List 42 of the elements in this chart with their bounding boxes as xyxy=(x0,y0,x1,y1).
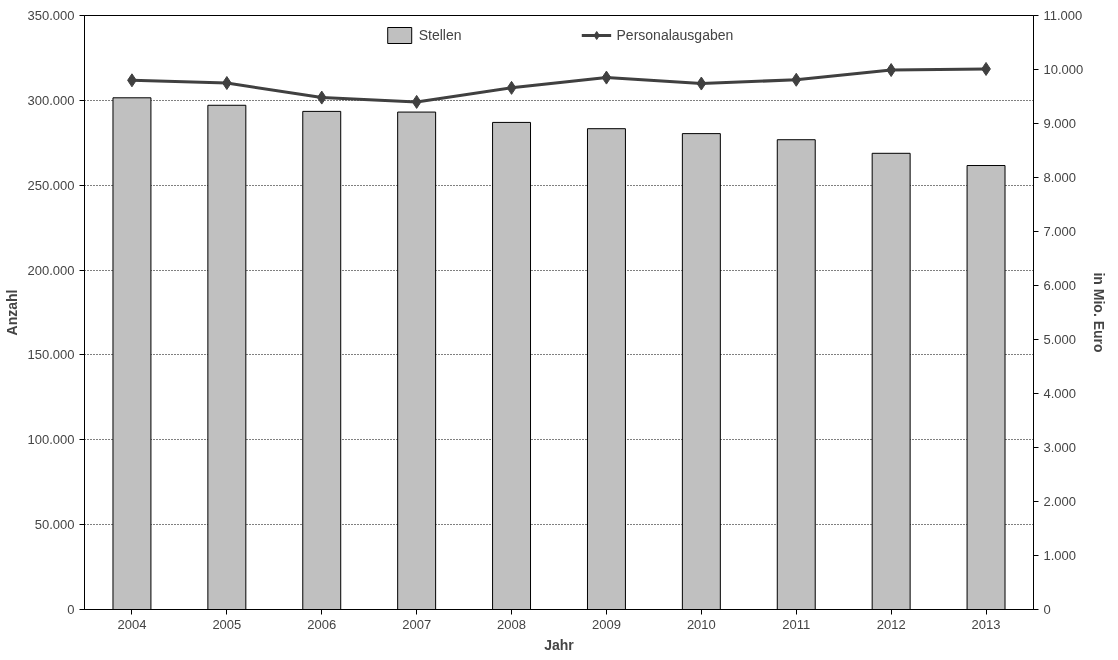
legend-label: Personalausgaben xyxy=(616,27,734,43)
y2-tick-label: 0 xyxy=(1043,602,1051,617)
y2-tick-label: 11.000 xyxy=(1043,8,1083,23)
y2-tick-label: 10.000 xyxy=(1043,62,1084,77)
x-tick-label: 2007 xyxy=(402,616,432,632)
y-tick-label: 250.000 xyxy=(27,177,75,193)
y-axis-title: Anzahl xyxy=(3,289,20,336)
point xyxy=(791,72,802,87)
y2-tick-label: 7.000 xyxy=(1043,224,1077,239)
point xyxy=(696,76,707,91)
point xyxy=(411,94,422,109)
y2-tick-label: 6.000 xyxy=(1043,278,1077,293)
y2-tick-label: 9.000 xyxy=(1043,116,1077,131)
x-tick-label: 2012 xyxy=(876,616,906,632)
point xyxy=(316,90,327,105)
x-tick-label: 2009 xyxy=(591,616,621,632)
y2-tick-label: 2.000 xyxy=(1043,494,1077,509)
y-tick-label: 0 xyxy=(67,602,75,617)
y2-tick-label: 1.000 xyxy=(1043,548,1077,563)
y-tick-label: 50.000 xyxy=(34,517,75,533)
point xyxy=(222,76,232,90)
y2-tick-label: 4.000 xyxy=(1043,386,1077,401)
y2-tick-label: 8.000 xyxy=(1043,170,1077,185)
x-tick-label: 2004 xyxy=(117,616,147,632)
legend-label: Stellen xyxy=(418,27,462,43)
x-tick-label: 2013 xyxy=(971,616,1001,632)
x-tick-label: 2008 xyxy=(497,616,527,632)
point xyxy=(506,80,517,95)
x-tick-label: 2005 xyxy=(212,616,242,632)
y2-tick-label: 5.000 xyxy=(1043,332,1077,347)
x-tick-label: 2006 xyxy=(307,616,337,632)
x-tick-label: 2011 xyxy=(782,616,811,632)
y2-axis-title: in Mio. Euro xyxy=(1091,272,1108,353)
point xyxy=(601,70,612,85)
y-tick-label: 200.000 xyxy=(27,262,75,278)
y2-tick-label: 3.000 xyxy=(1043,440,1077,455)
x-tick-label: 2010 xyxy=(686,616,716,632)
y-tick-label: 100.000 xyxy=(27,432,75,448)
x-axis-title: Jahr xyxy=(544,636,575,653)
y-tick-label: 150.000 xyxy=(27,347,75,363)
y-tick-label: 300.000 xyxy=(27,92,75,108)
y-tick-label: 350.000 xyxy=(27,8,75,23)
